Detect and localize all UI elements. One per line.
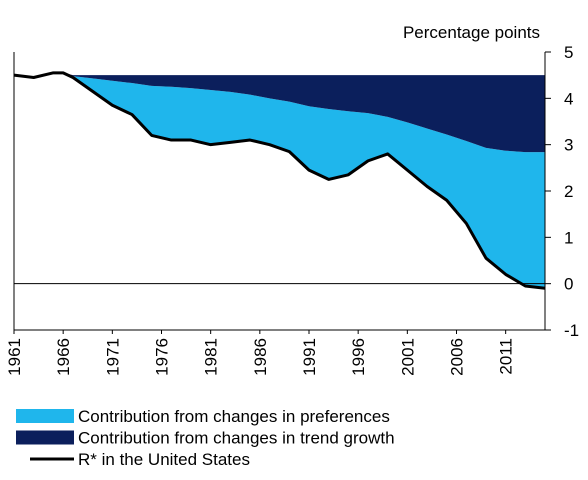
x-tick-label: 1971 bbox=[103, 338, 122, 376]
y-tick-label: 3 bbox=[564, 136, 573, 155]
x-tick-label: 1991 bbox=[300, 338, 319, 376]
y-tick-label: 2 bbox=[564, 182, 573, 201]
legend-label: Contribution from changes in trend growt… bbox=[78, 429, 395, 448]
legend-swatch bbox=[16, 409, 74, 423]
x-tick-label: 1966 bbox=[54, 338, 73, 376]
x-tick-label: 1981 bbox=[202, 338, 221, 376]
y-tick-label: 4 bbox=[564, 89, 573, 108]
y-tick-label: 5 bbox=[564, 43, 573, 62]
x-tick-label: 2001 bbox=[398, 338, 417, 376]
y-axis-label: Percentage points bbox=[403, 23, 540, 42]
x-tick-label: 1996 bbox=[349, 338, 368, 376]
x-tick-label: 1961 bbox=[5, 338, 24, 376]
x-tick-label: 1986 bbox=[251, 338, 270, 376]
line bbox=[13, 71, 546, 290]
x-tick-label: 2011 bbox=[497, 338, 516, 375]
x-tick-label: 2006 bbox=[448, 338, 467, 376]
x-tick-label: 1976 bbox=[153, 338, 172, 376]
y-tick-label: -1 bbox=[564, 321, 579, 340]
y-tick-label: 1 bbox=[564, 228, 573, 247]
legend-swatch bbox=[16, 430, 74, 445]
legend-label: Contribution from changes in preferences bbox=[78, 407, 390, 426]
area bbox=[14, 72, 545, 289]
legend-label: R* in the United States bbox=[78, 450, 250, 469]
y-tick-label: 0 bbox=[564, 275, 573, 294]
area bbox=[14, 72, 545, 153]
